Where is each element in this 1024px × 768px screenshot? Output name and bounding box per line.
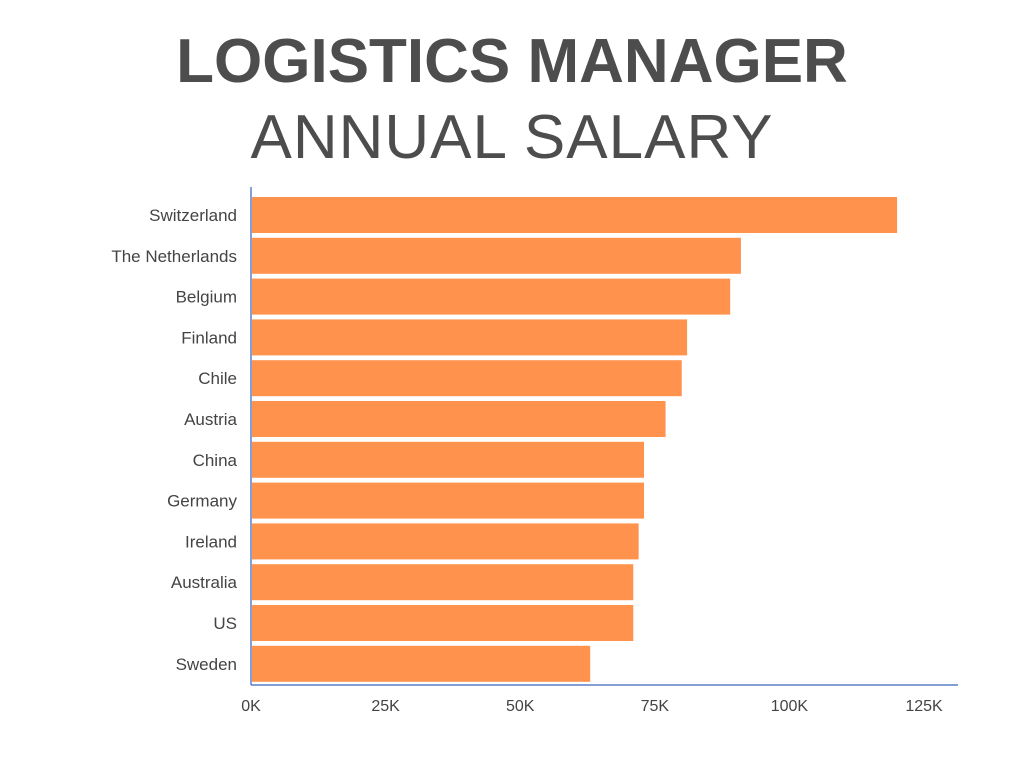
- title-line-2: ANNUAL SALARY: [250, 103, 774, 172]
- category-label: China: [193, 451, 238, 470]
- bar: [252, 197, 898, 233]
- bar: [252, 237, 741, 274]
- bar: [252, 278, 731, 315]
- category-label: Belgium: [176, 288, 237, 307]
- category-label: Germany: [167, 492, 237, 511]
- category-label: US: [213, 614, 237, 633]
- bar: [252, 605, 634, 641]
- bar: [252, 523, 639, 560]
- x-tick-label: 125K: [905, 698, 943, 715]
- bar: [252, 360, 682, 397]
- category-labels: Switzerland The Netherlands Belgium Finland…: [111, 206, 237, 674]
- category-label: Finland: [181, 328, 237, 347]
- x-tick-label: 25K: [371, 698, 400, 715]
- chart-title: LOGISTICS MANAGER ANNUAL SALARY: [0, 20, 1024, 172]
- category-label: Austria: [184, 410, 237, 429]
- bar: [252, 564, 634, 601]
- x-tick-labels: 0K 25K 50K 75K 100K 125K: [241, 698, 943, 715]
- bar: [252, 645, 591, 682]
- category-label: Chile: [198, 369, 237, 388]
- bar: [252, 319, 688, 356]
- bar: [252, 441, 645, 478]
- bars-group: [252, 197, 898, 682]
- x-tick-label: 100K: [771, 698, 809, 715]
- category-label: Sweden: [176, 655, 237, 674]
- category-label: Australia: [171, 573, 238, 592]
- x-tick-label: 50K: [506, 698, 535, 715]
- bar: [252, 401, 666, 437]
- bar: [252, 482, 645, 519]
- x-tick-label: 75K: [641, 698, 670, 715]
- title-line-1: LOGISTICS MANAGER: [176, 27, 848, 96]
- category-label: Switzerland: [149, 206, 237, 225]
- category-label: Ireland: [185, 532, 237, 551]
- x-tick-label: 0K: [241, 698, 261, 715]
- category-label: The Netherlands: [111, 247, 237, 266]
